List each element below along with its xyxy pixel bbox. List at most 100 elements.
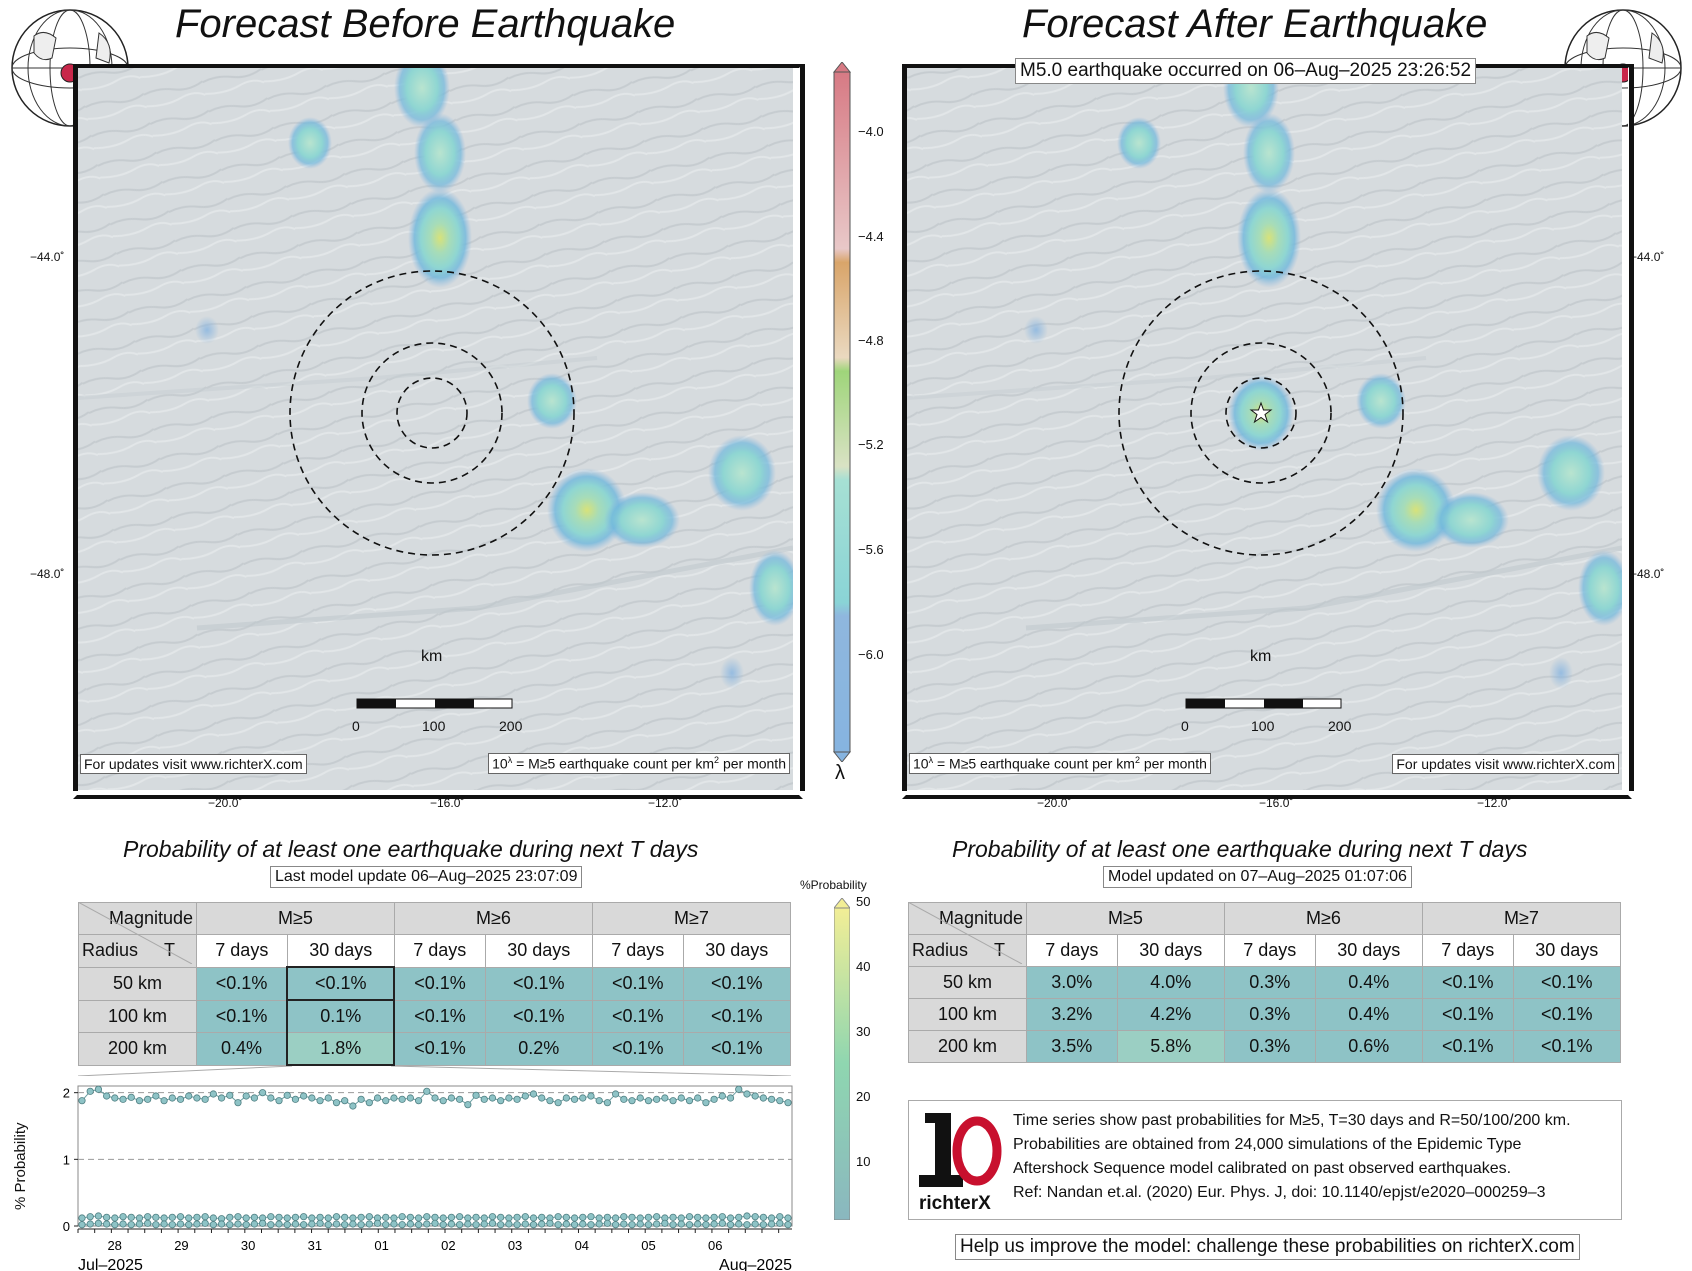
- series-point: [759, 1221, 767, 1229]
- series-point: [497, 1097, 505, 1105]
- table-row: 50 km 3.0% 4.0% 0.3% 0.4% <0.1% <0.1%: [908, 966, 1622, 999]
- series-point: [332, 1099, 341, 1107]
- series-point: [505, 1220, 513, 1228]
- prob-cell: 4.2%: [1116, 998, 1225, 1031]
- series-point: [726, 1221, 735, 1229]
- series-point: [398, 1221, 406, 1229]
- series-point: [685, 1221, 694, 1229]
- series-point: [242, 1214, 250, 1222]
- right-update-label: Model updated on 07–Aug–2025 01:07:06: [1103, 866, 1412, 888]
- series-point: [636, 1214, 644, 1222]
- series-point: [612, 1214, 620, 1222]
- series-point: [373, 1219, 382, 1227]
- period-header: 30 days: [286, 934, 395, 968]
- series-point: [349, 1102, 357, 1110]
- series-point: [579, 1213, 587, 1221]
- series-point: [226, 1091, 234, 1099]
- series-point: [242, 1092, 250, 1100]
- series-point: [365, 1220, 373, 1228]
- series-point: [447, 1213, 456, 1221]
- series-point: [776, 1213, 784, 1221]
- series-point: [300, 1221, 308, 1229]
- series-point: [521, 1213, 529, 1221]
- right-footer-updates: For updates visit www.richterX.com: [1392, 754, 1619, 774]
- prob-cell: 0.2%: [484, 1032, 593, 1066]
- series-point: [119, 1213, 127, 1221]
- info-text: Time series show past probabilities for …: [1013, 1112, 1571, 1201]
- series-point: [735, 1220, 743, 1228]
- series-point: [332, 1213, 341, 1221]
- series-point: [135, 1097, 144, 1105]
- chart-x-tick: 01: [374, 1238, 388, 1253]
- radius-cell: 100 km: [78, 999, 197, 1033]
- series-point: [488, 1094, 497, 1102]
- series-point: [767, 1095, 776, 1103]
- series-point: [431, 1094, 439, 1102]
- series-point: [160, 1097, 168, 1105]
- chart-y-tick: 0: [63, 1219, 70, 1234]
- series-point: [743, 1221, 751, 1229]
- series-point: [119, 1220, 127, 1228]
- series-point: [603, 1099, 611, 1107]
- left-map-frame-sides: [73, 64, 805, 791]
- series-point: [357, 1221, 365, 1229]
- event-label: M5.0 earthquake occurred on 06–Aug–2025 …: [1015, 58, 1477, 84]
- right-prob-table: Magnitude M≥5 M≥6 M≥7 Radius T 7 days 30 …: [908, 902, 1622, 1063]
- help-link[interactable]: Help us improve the model: challenge the…: [955, 1234, 1580, 1260]
- series-point: [127, 1093, 135, 1101]
- series-point: [316, 1219, 324, 1227]
- series-point: [103, 1220, 111, 1228]
- series-point: [324, 1214, 332, 1222]
- lambda-tick-4: −5.2: [858, 437, 884, 452]
- series-point: [414, 1221, 423, 1229]
- series-point: [513, 1221, 521, 1229]
- series-point: [595, 1097, 603, 1105]
- prob-cell: <0.1%: [393, 966, 486, 1001]
- series-point: [332, 1220, 341, 1228]
- series-point: [406, 1220, 414, 1228]
- series-point: [587, 1213, 595, 1221]
- prob-cell: <0.1%: [1421, 998, 1514, 1031]
- table-row: 100 km 3.2% 4.2% 0.3% 0.4% <0.1% <0.1%: [908, 998, 1622, 1031]
- series-point: [702, 1221, 710, 1229]
- series-point: [267, 1213, 275, 1221]
- lambda-symbol: λ: [835, 762, 845, 784]
- prob-tick-20: 20: [856, 1089, 871, 1104]
- series-point: [144, 1095, 152, 1103]
- series-point: [423, 1220, 431, 1228]
- mag6-header: M≥6: [393, 902, 593, 935]
- series-point: [472, 1213, 480, 1221]
- series-point: [439, 1214, 447, 1222]
- left-footer-legend: 10λ = M≥5 earthquake count per km2 per m…: [488, 753, 790, 774]
- mag6-header: M≥6: [1223, 902, 1423, 935]
- period-header: 7 days: [393, 934, 486, 968]
- series-point: [587, 1221, 595, 1229]
- series-point: [538, 1094, 546, 1102]
- series-point: [127, 1213, 135, 1221]
- series-point: [694, 1213, 702, 1221]
- series-point: [176, 1095, 185, 1103]
- series-point: [349, 1220, 357, 1228]
- radius-header: Radius T: [908, 934, 1027, 967]
- series-point: [226, 1213, 234, 1221]
- chart-x-tick: 31: [308, 1238, 322, 1253]
- zoom-connector: [78, 1066, 792, 1076]
- series-point: [234, 1213, 242, 1221]
- series-point: [529, 1214, 538, 1222]
- series-point: [103, 1213, 111, 1221]
- lambda-tick-2: −4.4: [858, 229, 884, 244]
- series-point: [595, 1214, 603, 1222]
- richterx-logo-text: richterX: [919, 1193, 991, 1214]
- series-point: [529, 1090, 538, 1098]
- series-point: [283, 1221, 291, 1229]
- series-point: [152, 1213, 160, 1221]
- series-point: [546, 1097, 554, 1105]
- series-point: [554, 1221, 562, 1229]
- prob-tick-50: 50: [856, 894, 871, 909]
- prob-cell: <0.1%: [393, 1032, 486, 1066]
- series-point: [653, 1220, 661, 1228]
- series-point: [78, 1214, 86, 1222]
- series-point: [579, 1094, 587, 1102]
- series-point: [546, 1219, 554, 1227]
- series-point: [521, 1092, 529, 1100]
